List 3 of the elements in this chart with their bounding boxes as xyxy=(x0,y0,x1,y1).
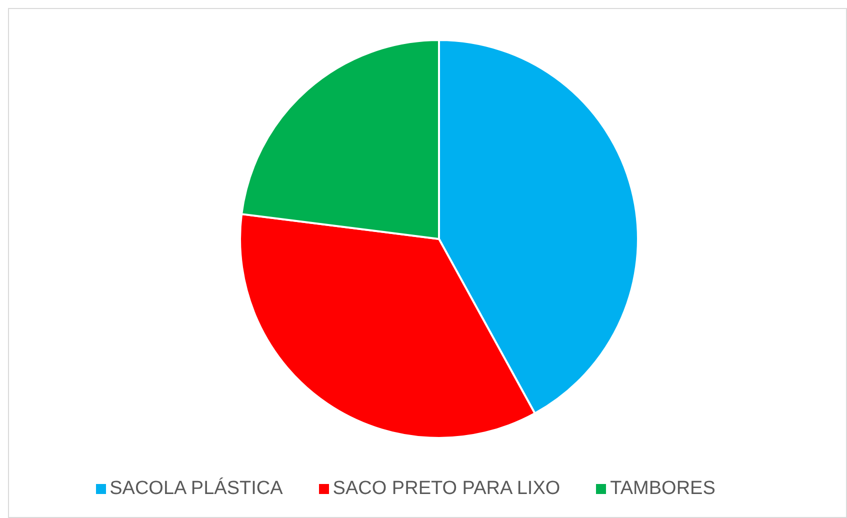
legend-label: SACOLA PLÁSTICA xyxy=(110,478,283,499)
legend-label: TAMBORES xyxy=(610,478,716,499)
legend-label: SACO PRETO PARA LIXO xyxy=(332,478,560,499)
